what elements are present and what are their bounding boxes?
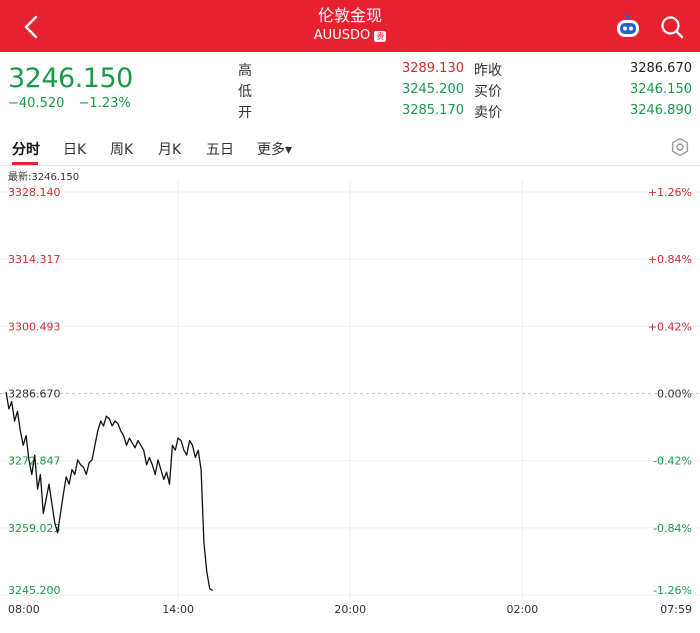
y-tick-percent: +0.42% bbox=[648, 320, 692, 333]
category-badge: 贵 bbox=[374, 30, 387, 42]
y-tick-label: 3328.140 bbox=[8, 186, 61, 199]
y-tick-label: 3314.317 bbox=[8, 253, 61, 266]
x-tick-label: 14:00 bbox=[162, 603, 194, 616]
title-block: 伦敦金现 AUUSDO 贵 bbox=[0, 6, 700, 45]
low-label: 低 bbox=[238, 84, 252, 100]
page-title: 伦敦金现 bbox=[317, 6, 382, 25]
tab-more[interactable]: 更多▾ bbox=[257, 142, 293, 158]
search-button[interactable] bbox=[658, 13, 686, 41]
last-price: 3246.150 bbox=[8, 63, 133, 94]
symbol-code: AUUSDO 贵 bbox=[313, 27, 387, 45]
search-icon bbox=[661, 16, 684, 39]
prev-close-label: 昨收 bbox=[474, 63, 502, 79]
assistant-button[interactable] bbox=[614, 13, 642, 41]
high-value: 3289.130 bbox=[401, 61, 464, 76]
y-tick-percent: -0.42% bbox=[653, 455, 692, 468]
y-tick-percent: +1.26% bbox=[648, 186, 692, 199]
gear-icon bbox=[671, 137, 689, 157]
y-tick-label: 3259.023 bbox=[8, 522, 61, 535]
change-amount: −40.520 bbox=[8, 96, 65, 111]
bid-label: 买价 bbox=[474, 84, 502, 100]
open-value: 3285.170 bbox=[401, 103, 464, 118]
robot-icon bbox=[617, 14, 639, 37]
high-label: 高 bbox=[238, 63, 252, 79]
y-tick-label: 3300.493 bbox=[8, 320, 61, 333]
bid-value: 3246.150 bbox=[629, 82, 692, 97]
y-tick-percent: +0.84% bbox=[648, 253, 692, 266]
tab-monthly-k[interactable]: 月K bbox=[158, 142, 182, 158]
price-change: −40.520 −1.23% bbox=[8, 96, 141, 111]
x-axis: 08:00 14:00 20:00 02:00 07:59 bbox=[8, 603, 692, 616]
x-tick-label: 08:00 bbox=[8, 603, 40, 616]
y-tick-percent: -1.26% bbox=[653, 584, 692, 597]
symbol-code-text: AUUSDO bbox=[313, 28, 371, 43]
x-tick-label: 07:59 bbox=[660, 603, 692, 616]
tab-intraday[interactable]: 分时 bbox=[12, 142, 40, 158]
tab-daily-k[interactable]: 日K bbox=[63, 142, 87, 158]
quote-panel: 3246.150 −40.520 −1.23% 高 3289.130 低 324… bbox=[0, 52, 700, 128]
price-line bbox=[5, 391, 213, 591]
open-label: 开 bbox=[238, 105, 252, 121]
active-tab-indicator bbox=[12, 162, 38, 165]
period-tabs: 分时 日K 周K 月K 五日 更多▾ bbox=[0, 130, 700, 166]
latest-price-label: 最新:3246.150 bbox=[8, 172, 80, 183]
low-value: 3245.200 bbox=[401, 82, 464, 97]
x-tick-label: 20:00 bbox=[334, 603, 366, 616]
top-bar: 伦敦金现 AUUSDO 贵 bbox=[0, 0, 700, 52]
change-percent: −1.23% bbox=[78, 96, 131, 111]
y-tick-label: 3286.670 bbox=[8, 388, 61, 401]
chart-settings-button[interactable] bbox=[670, 137, 690, 157]
chevron-left-icon bbox=[24, 15, 38, 39]
x-tick-label: 02:00 bbox=[507, 603, 539, 616]
tab-five-day[interactable]: 五日 bbox=[206, 142, 234, 158]
y-tick-label: 3245.200 bbox=[8, 584, 61, 597]
tab-weekly-k[interactable]: 周K bbox=[110, 142, 134, 158]
y-tick-percent: 0.00% bbox=[657, 388, 692, 401]
ask-value: 3246.890 bbox=[629, 103, 692, 118]
price-series bbox=[5, 391, 213, 591]
ask-label: 卖价 bbox=[474, 105, 502, 121]
chart-grid bbox=[0, 180, 700, 600]
intraday-chart[interactable]: 3328.140 +1.26% 3314.317 +0.84% 3300.493 +0.4… bbox=[0, 180, 700, 600]
prev-close-value: 3286.670 bbox=[629, 61, 692, 76]
back-button[interactable] bbox=[16, 12, 46, 42]
y-tick-percent: -0.84% bbox=[653, 522, 692, 535]
